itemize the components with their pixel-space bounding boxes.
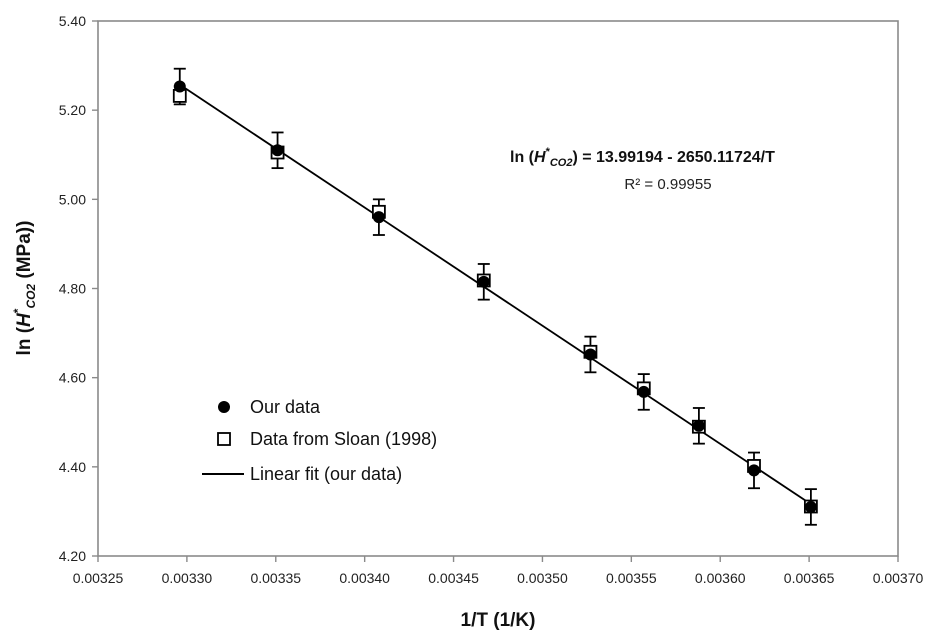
x-tick-label: 0.00330 [162, 570, 213, 586]
legend-our-data-marker [218, 401, 230, 413]
our-data-marker-layer [173, 80, 817, 513]
legend-sloan-label: Data from Sloan (1998) [250, 429, 437, 449]
our-data-point [173, 80, 186, 93]
x-tick-label: 0.00370 [873, 570, 924, 586]
our-data-point [804, 500, 817, 513]
fit-equation-sub: CO2 [550, 157, 573, 169]
fit-equation-sup: * [546, 146, 551, 158]
y-axis-title-sub: CO2 [24, 284, 38, 309]
y-axis-title-prefix: ln ( [14, 326, 35, 355]
our-data-point [748, 464, 760, 477]
x-tick-label: 0.00365 [784, 570, 835, 586]
y-tick-group: 4.20 4.40 4.60 4.80 5.00 5.20 5.40 [59, 13, 98, 564]
y-tick-label: 4.80 [59, 281, 86, 297]
fit-equation-prefix: ln ( [510, 149, 535, 166]
plot-area-frame [97, 20, 899, 557]
y-tick-label: 5.40 [59, 13, 86, 29]
x-tick-label: 0.00340 [339, 570, 390, 586]
x-tick-label: 0.00345 [428, 570, 479, 586]
legend-fit-label: Linear fit (our data) [250, 464, 402, 484]
legend-sloan-marker [217, 432, 231, 446]
y-tick-label: 4.60 [59, 370, 86, 386]
y-tick-label: 5.20 [59, 102, 86, 118]
legend-our-data-label: Our data [250, 397, 321, 417]
our-data-point [637, 385, 650, 398]
y-tick-label: 4.40 [59, 459, 86, 475]
our-data-point [477, 275, 490, 288]
y-tick-label: 4.20 [59, 548, 86, 564]
y-axis-title-suffix: (MPa)) [14, 221, 35, 284]
fit-equation-symbol: H [534, 149, 546, 166]
y-axis-title-symbol: H [14, 312, 35, 327]
fit-line [179, 83, 812, 505]
error-bar-layer [173, 67, 817, 526]
our-data-point [271, 144, 284, 157]
r-squared-label: R² = 0.99955 [624, 176, 711, 193]
x-axis-title: 1/T (1/K) [461, 610, 536, 630]
y-tick-label: 5.00 [59, 191, 86, 207]
fit-equation-suffix: ) = 13.99194 - 2650.11724/T [572, 149, 775, 166]
our-data-point [692, 419, 705, 432]
y-axis-title: ln (H*CO2 (MPa)) [11, 221, 38, 356]
x-tick-group: 0.00325 0.00330 0.00335 0.00340 0.00345 0.003… [73, 556, 924, 586]
x-tick-label: 0.00350 [517, 570, 568, 586]
x-tick-label: 0.00335 [250, 570, 301, 586]
fit-equation: ln (H*CO2) = 13.99194 - 2650.11724/T [510, 146, 775, 169]
fit-layer [179, 83, 812, 505]
legend: Our data Data from Sloan (1998) Linear f… [202, 397, 437, 484]
x-tick-label: 0.00360 [695, 570, 746, 586]
y-axis-title-sup: * [11, 308, 25, 313]
x-tick-label: 0.00355 [606, 570, 657, 586]
x-tick-label: 0.00325 [73, 570, 124, 586]
our-data-point [584, 348, 597, 361]
our-data-point [372, 211, 385, 224]
